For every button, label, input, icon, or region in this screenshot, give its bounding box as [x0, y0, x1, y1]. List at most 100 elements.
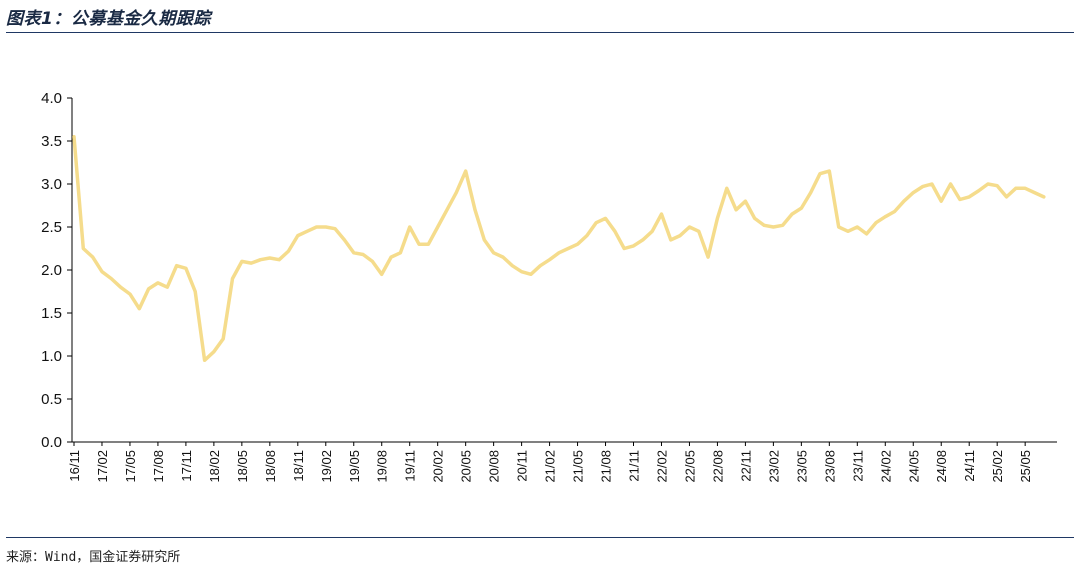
data-point: [790, 212, 794, 216]
x-tick-label: 21/02: [543, 450, 558, 483]
data-point: [930, 182, 934, 186]
chart-axes: [71, 98, 1057, 443]
data-point: [706, 255, 710, 259]
data-point: [697, 230, 700, 233]
data-point: [837, 225, 840, 229]
data-point: [940, 200, 943, 203]
x-tick-label: 24/05: [906, 450, 921, 483]
x-tick-label: 24/11: [962, 450, 977, 482]
data-point: [1014, 187, 1017, 190]
data-point: [82, 247, 85, 250]
data-point: [688, 225, 691, 229]
data-point: [352, 251, 355, 254]
data-point: [324, 225, 327, 229]
y-tick-label: 0.0: [41, 434, 62, 451]
data-point: [399, 251, 402, 254]
y-tick-label: 2.0: [41, 262, 62, 279]
x-tick-label: 17/08: [151, 450, 166, 483]
data-point: [781, 224, 784, 227]
data-point: [567, 247, 570, 250]
data-point: [595, 221, 598, 224]
data-point: [371, 260, 374, 263]
data-point: [604, 217, 607, 220]
x-tick-label: 17/02: [95, 450, 110, 483]
x-tick-label: 21/05: [571, 450, 586, 483]
data-point: [557, 251, 561, 254]
data-point: [389, 255, 393, 259]
data-point: [128, 292, 132, 296]
data-point: [268, 256, 271, 260]
x-tick-label: 23/02: [766, 450, 781, 483]
data-point: [483, 238, 486, 242]
data-point: [1005, 195, 1008, 199]
data-point: [986, 182, 990, 186]
data-point: [408, 225, 411, 229]
top-divider: [6, 32, 1074, 33]
data-point: [977, 189, 980, 193]
source-note: 来源：Wind，国金证券研究所: [6, 550, 181, 565]
y-tick-label: 4.0: [41, 90, 62, 107]
x-tick-label: 20/02: [431, 450, 446, 483]
x-tick-label: 23/05: [794, 450, 809, 483]
x-tick-label: 18/02: [207, 450, 222, 483]
data-point: [147, 287, 150, 291]
data-point: [893, 210, 896, 213]
x-tick-label: 19/08: [375, 450, 390, 483]
data-point: [156, 281, 160, 285]
data-point: [874, 221, 878, 224]
data-point: [110, 277, 113, 280]
duration-series-line: [72, 134, 1046, 363]
data-point: [287, 249, 290, 253]
chart-title: 图表1：公募基金久期跟踪: [6, 9, 211, 29]
data-point: [641, 238, 644, 242]
data-point: [753, 217, 756, 220]
data-point: [846, 230, 850, 233]
data-point: [623, 247, 626, 250]
data-point: [651, 230, 654, 233]
data-point: [734, 208, 738, 211]
data-point: [343, 238, 346, 242]
data-point: [212, 350, 216, 353]
x-tick-label: 20/08: [487, 450, 502, 483]
data-point: [296, 234, 299, 237]
x-tick-label: 23/08: [822, 450, 837, 483]
data-point: [240, 260, 244, 263]
x-axis-ticks: 16/11 17/02 17/05 17/08 17/11 18/02 18/05 18/08…: [67, 442, 1033, 483]
data-point: [175, 264, 178, 267]
data-point: [231, 277, 234, 280]
y-tick-label: 1.0: [41, 348, 62, 365]
data-point: [921, 185, 924, 188]
line-chart: 0.0 0.5 1.0 1.5 2.0 2.5 3.0 3.5 4.0 16/11 17/02 17…: [41, 90, 1057, 483]
data-point: [436, 225, 439, 229]
x-tick-label: 25/05: [1018, 450, 1033, 483]
data-point: [278, 258, 281, 261]
x-tick-label: 24/08: [934, 450, 949, 483]
y-axis-ticks: 0.0 0.5 1.0 1.5 2.0 2.5 3.0 3.5 4.0: [41, 90, 72, 451]
bottom-divider: [6, 537, 1074, 538]
data-point: [315, 225, 318, 229]
plot-area: [72, 134, 1046, 363]
data-point: [744, 200, 747, 203]
data-point: [809, 191, 812, 194]
x-tick-label: 25/02: [990, 450, 1005, 483]
x-tick-label: 16/11: [67, 450, 82, 482]
data-point: [427, 243, 430, 246]
data-point: [996, 184, 999, 187]
data-point: [501, 255, 505, 259]
data-point: [222, 337, 225, 340]
x-tick-label: 17/11: [179, 450, 194, 482]
data-point: [678, 234, 682, 237]
y-tick-label: 0.5: [41, 391, 62, 408]
x-tick-label: 18/05: [235, 450, 250, 483]
x-tick-label: 24/02: [878, 450, 893, 483]
data-point: [184, 267, 188, 270]
data-point: [716, 217, 719, 220]
data-point: [613, 230, 617, 233]
x-tick-label: 20/11: [515, 450, 530, 482]
data-point: [725, 187, 728, 190]
data-point: [632, 244, 635, 248]
data-point: [464, 169, 467, 173]
data-point: [1042, 195, 1046, 199]
x-tick-label: 20/05: [459, 450, 474, 483]
data-point: [91, 255, 94, 259]
